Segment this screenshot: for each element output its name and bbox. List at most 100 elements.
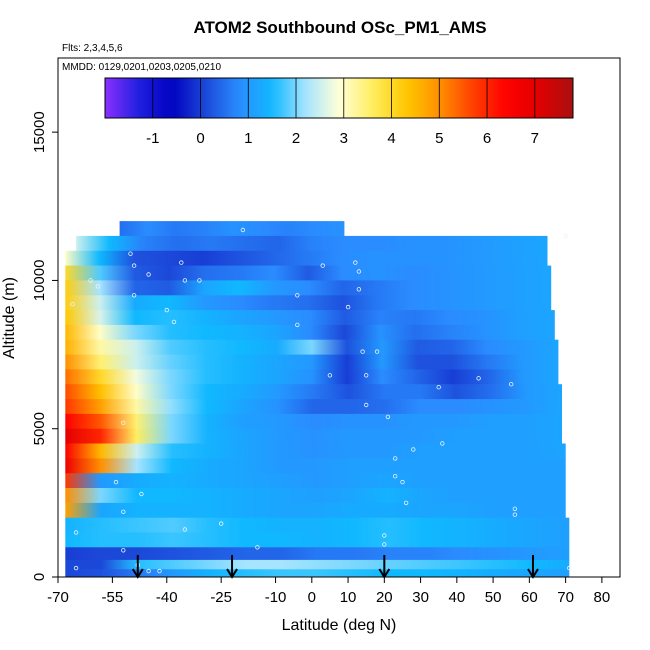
colorbar-tick-label: 2 [292,130,300,147]
heatmap-band [65,502,566,519]
heatmap-band [65,532,570,548]
sample-point [295,322,300,328]
heatmap-band [65,295,552,311]
sounding-arrow-head [226,568,238,579]
heatmap-band [65,384,563,400]
sample-point [320,263,325,268]
heatmap-band [65,488,566,504]
y-axis-label: Altitude (m) [1,277,18,359]
sample-point [512,512,518,517]
x-tick-label: 80 [594,589,611,606]
sample-point [240,227,246,233]
x-tick-label: 40 [448,589,465,606]
sample-point [95,284,101,289]
sample-point [146,568,151,574]
heatmap-band [119,221,345,237]
sounding-arrow-head [378,568,391,579]
heatmap-band [65,413,563,430]
sample-point [70,302,75,307]
sample-point [353,260,358,265]
sample-point [218,521,224,526]
x-tick-label: 20 [376,589,393,606]
sample-point [327,373,333,378]
y-axis: 0 5000 10000 15000 [31,111,58,581]
sample-point [121,509,126,514]
sample-point [364,373,369,378]
sample-point [411,447,416,452]
chart-title: ATOM2 Southbound OSc_PM1_AMS [193,18,486,37]
sample-point [179,260,184,265]
sample-point [113,479,119,485]
heatmap-band [65,339,559,355]
heatmap-band [65,547,570,561]
y-tick-label: 5000 [31,412,48,445]
sample-point [567,565,572,571]
sample-point [164,307,169,313]
x-tick-label: -70 [47,589,69,606]
sample-point [440,441,445,446]
sample-point [255,545,260,550]
sample-point [360,349,365,354]
sample-point [295,293,300,298]
heatmap-band [65,443,566,459]
heatmap-band [65,354,559,370]
sounding-markers [131,555,539,579]
colorbar-tick-label: 1 [244,130,252,147]
y-tick-label: 10000 [31,260,48,302]
heatmap-band [65,265,552,281]
x-tick-label: 10 [340,589,357,606]
heatmap-band [65,559,570,570]
heatmap-band [65,250,548,267]
x-tick-label: 0 [308,589,316,606]
sample-point [131,293,137,298]
x-tick-label: 50 [485,589,502,606]
sample-point [563,233,568,239]
x-axis-label: Latitude (deg N) [282,617,397,634]
x-tick-label: -55 [102,589,124,606]
plot-frame [57,57,621,578]
sample-point [509,382,514,387]
sample-point [356,269,362,274]
sample-point [121,420,126,425]
sample-point [356,287,362,292]
colorbar-tick-label: 6 [483,130,491,147]
heatmap-band [65,428,563,444]
colorbar-gradient [104,77,574,119]
sample-point [400,479,405,485]
sample-point [146,272,151,277]
sample-point [436,385,441,390]
sample-point [382,533,387,538]
heatmap-band [65,324,555,341]
x-axis: -70 -55 -40 -25 -10 0 10 20 30 40 50 60 70 80 [47,577,610,606]
heatmap-band [65,517,570,533]
sample-point [403,500,409,506]
heatmap-band [65,458,566,474]
sample-point [393,474,398,479]
sample-point [345,304,351,310]
dates-note: MMDD: 0129,0201,0203,0205,0210 [62,62,221,73]
sounding-arrow-head [527,568,539,579]
sample-point [182,278,188,283]
sample-point [73,530,79,535]
heatmap-band [65,280,552,296]
x-tick-label: 60 [521,589,538,606]
sample-point [512,506,518,511]
sample-point [385,414,391,420]
sample-point [128,251,133,256]
sample-point [88,278,93,283]
colorbar: -1 0 1 2 3 4 5 6 7 [104,77,574,147]
plot-area [65,221,572,578]
sample-point [139,491,144,497]
heatmap-band [76,235,548,252]
sample-point [157,568,162,574]
x-tick-label: -25 [210,589,232,606]
x-tick-label: 70 [557,589,574,606]
flights-note: Flts: 2,3,4,5,6 [62,43,123,54]
colorbar-tick-label: -1 [146,130,159,147]
sample-point [73,565,79,571]
y-tick-label: 0 [31,573,48,581]
x-tick-label: 30 [412,589,429,606]
colorbar-tick-label: 0 [196,130,204,147]
colorbar-tick-label: 5 [435,130,443,147]
